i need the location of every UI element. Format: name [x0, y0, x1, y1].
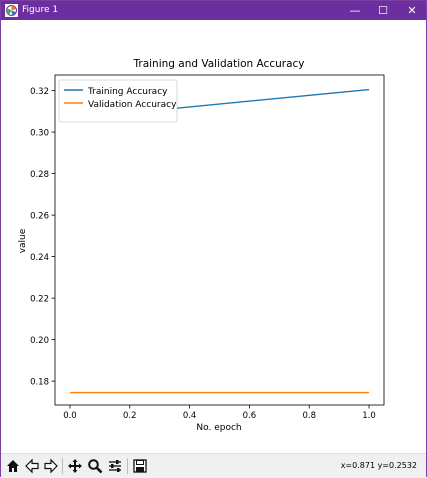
y-tick-label: 0.20: [30, 336, 49, 346]
save-icon[interactable]: [131, 457, 149, 475]
forward-arrow-icon[interactable]: [42, 457, 60, 475]
y-tick-label: 0.32: [30, 87, 49, 97]
x-tick-label: 0.8: [302, 411, 316, 421]
chart-title: Training and Validation Accuracy: [133, 58, 305, 70]
back-arrow-icon[interactable]: [23, 457, 41, 475]
legend-label-training: Training Accuracy: [87, 87, 168, 97]
y-tick-label: 0.30: [30, 128, 49, 138]
x-tick-label: 0.4: [183, 411, 197, 421]
y-tick-label: 0.22: [30, 294, 49, 304]
x-axis-label: No. epoch: [196, 423, 241, 433]
configure-subplots-icon[interactable]: [106, 457, 124, 475]
x-tick-label: 0.0: [63, 411, 77, 421]
toolbar-separator: [62, 458, 63, 474]
x-axis: 0.0 0.2 0.4 0.6 0.8 1.0: [63, 405, 376, 421]
home-icon[interactable]: [4, 457, 22, 475]
toolbar-separator: [127, 458, 128, 474]
chart[interactable]: Training and Validation Accuracy 0.18 0.2…: [1, 20, 426, 453]
figure-canvas[interactable]: Training and Validation Accuracy 0.18 0.2…: [1, 20, 426, 453]
plot-area[interactable]: [54, 74, 385, 406]
legend-box: [58, 79, 178, 123]
maximize-button[interactable]: ☐: [378, 4, 388, 17]
cursor-coordinates: x=0.871 y=0.2532: [340, 461, 417, 470]
y-tick-label: 0.28: [30, 170, 49, 180]
legend: Training Accuracy Validation Accuracy: [58, 79, 178, 123]
zoom-icon[interactable]: [86, 457, 104, 475]
legend-label-validation: Validation Accuracy: [88, 100, 177, 110]
pan-icon[interactable]: [66, 457, 84, 475]
navigation-toolbar: x=0.871 y=0.2532: [1, 453, 426, 478]
y-axis-label: value: [18, 228, 28, 253]
x-tick-label: 0.2: [123, 411, 137, 421]
y-tick-label: 0.18: [30, 377, 49, 387]
y-tick-label: 0.26: [30, 211, 49, 221]
x-tick-label: 0.6: [243, 411, 257, 421]
minimize-button[interactable]: —: [349, 4, 361, 17]
matplotlib-logo-icon: [5, 4, 18, 17]
close-button[interactable]: ✕: [407, 4, 417, 17]
title-bar[interactable]: Figure 1 — ☐ ✕: [1, 1, 426, 20]
x-tick-label: 1.0: [362, 411, 376, 421]
window-title: Figure 1: [22, 5, 59, 15]
y-tick-label: 0.24: [30, 253, 49, 263]
y-axis: 0.18 0.20 0.22 0.24 0.26 0.28 0.30 0.32: [30, 87, 55, 387]
